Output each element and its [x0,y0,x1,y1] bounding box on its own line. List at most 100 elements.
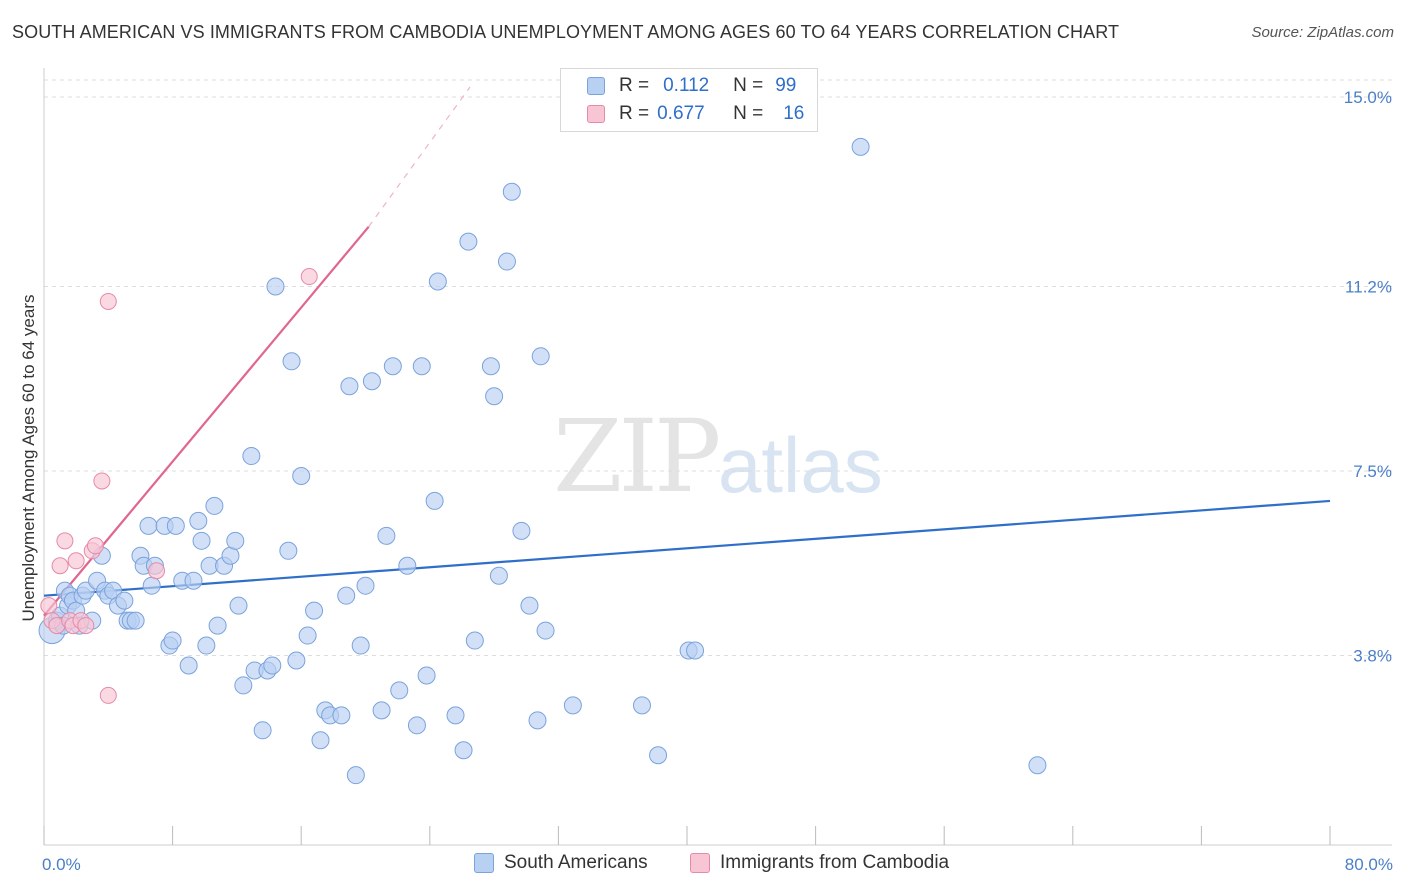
south-americans-point [428,272,447,291]
pink-swatch [587,105,605,123]
south-americans-point [208,616,227,635]
chart-title: SOUTH AMERICAN VS IMMIGRANTS FROM CAMBOD… [12,22,1120,42]
south-americans-point [226,531,245,550]
south-americans-point [528,711,547,730]
cambodia-point [99,686,117,704]
south-americans-point [340,377,359,396]
south-americans-point [266,277,285,296]
y-tick-label: 15.0% [1344,88,1392,107]
south-americans-point [481,357,500,376]
south-americans-point [163,631,182,650]
south-americans-point [649,746,668,765]
south-americans-point [465,631,484,650]
south-americans-point [126,611,145,630]
south-americans-point [362,372,381,391]
south-americans-point [407,716,426,735]
south-americans-point [851,137,870,156]
south-americans-point [356,576,375,595]
south-americans-point [446,706,465,725]
legend-label: Immigrants from Cambodia [720,852,950,873]
south-americans-point [425,491,444,510]
south-americans-point [377,526,396,545]
south-americans-point [192,531,211,550]
cambodia-point [51,557,69,575]
south-americans-point [351,636,370,655]
south-americans-point [282,352,301,371]
south-americans-point [287,651,306,670]
cambodia-point [148,562,166,580]
south-americans-point [139,516,158,535]
south-americans-point [372,701,391,720]
cambodia-point [86,537,104,555]
cambodia-trend-extension [368,86,471,228]
correlation-legend: R = 0.112 N = 99 R = 0.677 N = 16 [560,68,818,132]
r-label: R = [619,75,650,96]
south-americans-point [279,541,298,560]
south-americans-point [189,511,208,530]
x-tick-label: 0.0% [42,855,81,874]
south-americans-point [563,696,582,715]
south-americans-point [205,496,224,515]
cambodia-points [40,268,318,704]
south-americans-point [253,721,272,740]
south-americans-point [512,521,531,540]
south-americans-point [76,581,95,600]
watermark-atlas: atlas [718,421,883,509]
r-label: R = [619,103,650,124]
south-americans-point [179,656,198,675]
south-americans-point [412,357,431,376]
watermark-zip: ZIP [553,398,721,515]
south-americans-points [38,137,1047,785]
pink-swatch [690,853,710,873]
legend-cambodia: Immigrants from Cambodia [690,852,949,874]
source-label: Source: ZipAtlas.com [1251,24,1394,41]
r-value: 0.677 [657,103,705,124]
cambodia-point [93,472,111,490]
cambodia-point [40,597,58,615]
south-americans-point [221,546,240,565]
south-americans-point [234,676,253,695]
south-americans-point [184,571,203,590]
blue-swatch [587,77,605,95]
south-americans-point [142,576,161,595]
legend-row-south-americans: R = 0.112 N = 99 [587,74,796,98]
cambodia-point [77,617,95,635]
south-americans-point [536,621,555,640]
south-americans-point [242,447,261,466]
y-tick-label: 3.8% [1353,647,1392,666]
south-americans-point [502,182,521,201]
south-americans-point [390,681,409,700]
cambodia-point [67,552,85,570]
south-americans-point [115,591,134,610]
blue-swatch [474,853,494,873]
south-americans-point [166,516,185,535]
south-americans-point [520,596,539,615]
legend-row-cambodia: R = 0.677 N = 16 [587,102,804,126]
south-americans-point [383,357,402,376]
south-americans-point [417,666,436,685]
south-americans-point [311,731,330,750]
r-value: 0.112 [663,75,710,96]
cambodia-point [99,292,117,310]
south-americans-point [454,741,473,760]
south-americans-point [346,766,365,785]
south-americans-point [632,696,651,715]
n-value: 16 [783,103,805,124]
cambodia-point [56,532,74,550]
south-americans-point [332,706,351,725]
n-label: N = [733,75,764,96]
south-americans-point [298,626,317,645]
y-tick-label: 11.2% [1345,277,1392,296]
n-value: 99 [775,75,797,96]
cambodia-point [300,268,318,286]
legend-label: South Americans [504,852,648,873]
tick-labels: 3.8% 7.5% 11.2% 15.0% 0.0% 80.0% [42,88,1393,874]
south-americans-point [197,636,216,655]
south-americans-point [459,232,478,251]
south-americans-point [497,252,516,271]
y-tick-label: 7.5% [1353,462,1392,481]
y-axis-label: Unemployment Among Ages 60 to 64 years [19,295,38,622]
x-tick-label: 80.0% [1345,855,1393,874]
south-americans-point [489,566,508,585]
